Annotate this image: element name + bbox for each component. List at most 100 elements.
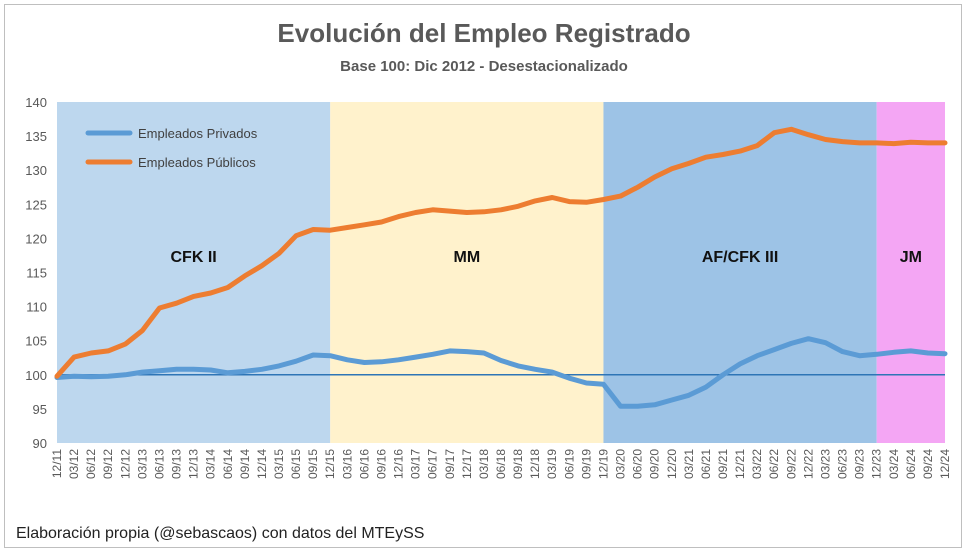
series-point-1 <box>875 141 879 145</box>
x-tick-label: 12/20 <box>665 449 679 479</box>
series-point-0 <box>550 370 554 374</box>
series-point-1 <box>175 301 179 305</box>
series-point-1 <box>943 141 947 145</box>
series-point-0 <box>175 367 179 371</box>
series-point-1 <box>533 199 537 203</box>
series-point-0 <box>448 349 452 353</box>
x-tick-label: 12/19 <box>596 449 610 479</box>
x-tick-label: 09/22 <box>784 449 798 479</box>
x-tick-label: 09/18 <box>511 449 525 479</box>
series-point-1 <box>72 355 76 359</box>
series-point-0 <box>619 404 623 408</box>
series-point-1 <box>601 198 605 202</box>
x-tick-label: 09/20 <box>648 449 662 479</box>
series-point-1 <box>465 210 469 214</box>
series-point-0 <box>379 360 383 364</box>
series-point-0 <box>226 371 230 375</box>
x-tick-label: 03/23 <box>818 449 832 479</box>
y-tick-label: 95 <box>33 402 47 417</box>
x-tick-label: 06/17 <box>426 449 440 479</box>
series-point-1 <box>448 209 452 213</box>
series-point-1 <box>909 140 913 144</box>
x-tick-label: 09/14 <box>238 449 252 479</box>
series-point-1 <box>636 185 640 189</box>
period-label-1: MM <box>454 249 481 266</box>
series-point-0 <box>841 350 845 354</box>
legend-label-0: Empleados Privados <box>138 126 258 141</box>
series-point-0 <box>636 404 640 408</box>
series-point-1 <box>345 225 349 229</box>
series-point-1 <box>89 351 93 355</box>
series-point-1 <box>670 167 674 171</box>
series-point-1 <box>379 220 383 224</box>
period-label-0: CFK II <box>171 249 217 266</box>
y-tick-label: 135 <box>25 129 47 144</box>
x-tick-label: 12/16 <box>392 449 406 479</box>
series-point-0 <box>209 368 213 372</box>
series-point-1 <box>841 140 845 144</box>
series-point-1 <box>619 194 623 198</box>
period-band-0 <box>57 102 331 443</box>
x-tick-label: 12/23 <box>870 449 884 479</box>
series-point-1 <box>550 195 554 199</box>
series-point-1 <box>209 291 213 295</box>
series-point-0 <box>397 358 401 362</box>
x-tick-label: 12/18 <box>528 449 542 479</box>
series-point-0 <box>823 341 827 345</box>
period-band-1 <box>330 102 604 443</box>
x-tick-label: 03/13 <box>135 449 149 479</box>
x-tick-label: 06/14 <box>221 449 235 479</box>
series-point-0 <box>72 374 76 378</box>
series-point-0 <box>533 367 537 371</box>
x-tick-label: 12/21 <box>733 449 747 479</box>
series-point-0 <box>345 358 349 362</box>
series-point-1 <box>414 210 418 214</box>
chart-title: Evolución del Empleo Registrado <box>277 18 691 48</box>
x-tick-label: 06/18 <box>494 449 508 479</box>
x-tick-label: 06/13 <box>152 449 166 479</box>
x-tick-label: 03/14 <box>204 449 218 479</box>
x-tick-label: 06/24 <box>904 449 918 479</box>
series-point-1 <box>311 228 315 232</box>
series-point-0 <box>499 358 503 362</box>
series-point-1 <box>738 149 742 153</box>
series-point-1 <box>192 294 196 298</box>
x-tick-label: 12/13 <box>187 449 201 479</box>
series-point-1 <box>140 328 144 332</box>
series-point-0 <box>875 352 879 356</box>
y-tick-label: 105 <box>25 334 47 349</box>
series-point-0 <box>806 337 810 341</box>
series-point-1 <box>892 142 896 146</box>
x-tick-label: 03/15 <box>272 449 286 479</box>
series-point-0 <box>738 362 742 366</box>
x-tick-label: 09/17 <box>443 449 457 479</box>
series-point-0 <box>516 364 520 368</box>
series-point-0 <box>909 349 913 353</box>
x-tick-label: 06/20 <box>631 449 645 479</box>
series-point-0 <box>687 393 691 397</box>
series-point-0 <box>89 375 93 379</box>
legend-label-1: Empleados Públicos <box>138 155 256 170</box>
x-tick-label: 06/22 <box>767 449 781 479</box>
series-point-0 <box>721 373 725 377</box>
x-tick-label: 03/22 <box>750 449 764 479</box>
x-tick-label: 06/15 <box>289 449 303 479</box>
x-tick-label: 12/11 <box>50 449 64 478</box>
series-point-0 <box>704 385 708 389</box>
x-tick-label: 06/16 <box>357 449 371 479</box>
y-tick-label: 90 <box>33 436 47 451</box>
series-point-0 <box>670 398 674 402</box>
x-tick-label: 03/19 <box>545 449 559 479</box>
series-point-0 <box>943 352 947 356</box>
period-label-3: JM <box>900 249 922 266</box>
series-point-1 <box>755 144 759 148</box>
x-tick-label: 09/21 <box>716 449 730 479</box>
x-tick-label: 12/24 <box>938 449 952 479</box>
series-point-0 <box>567 376 571 380</box>
series-point-0 <box>772 348 776 352</box>
series-point-1 <box>806 133 810 137</box>
series-point-1 <box>55 374 59 378</box>
x-tick-label: 09/16 <box>374 449 388 479</box>
series-point-1 <box>243 274 247 278</box>
